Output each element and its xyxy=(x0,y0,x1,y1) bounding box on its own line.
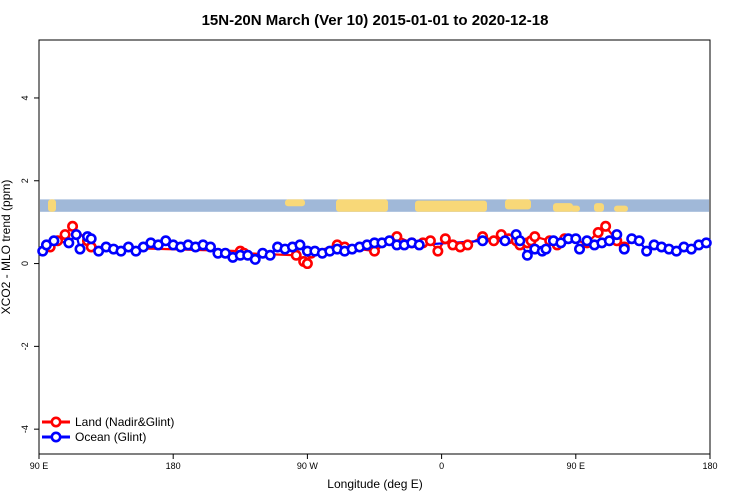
data-point xyxy=(514,235,526,247)
data-point xyxy=(641,245,653,257)
data-point xyxy=(264,249,276,261)
plot-frame xyxy=(38,39,711,455)
data-point xyxy=(59,229,71,241)
data-point xyxy=(294,239,306,251)
data-point xyxy=(413,239,425,251)
x-tick-label-2: 90 W xyxy=(297,461,319,471)
legend-land-marker xyxy=(50,416,62,428)
data-point xyxy=(301,258,313,270)
data-point xyxy=(574,243,586,255)
legend-item-land: Land (Nadir&Glint) xyxy=(42,415,174,429)
x-tick-label-5: 180 xyxy=(702,461,717,471)
data-point xyxy=(633,235,645,247)
land-patch-3 xyxy=(415,200,487,212)
x-tick-label-1: 180 xyxy=(166,461,181,471)
data-point xyxy=(600,220,612,232)
y-tick-label-3: 2 xyxy=(20,178,30,183)
data-point xyxy=(592,227,604,239)
data-point xyxy=(204,241,216,253)
data-point xyxy=(85,233,97,245)
y-tick-label-4: 4 xyxy=(20,95,30,100)
data-point xyxy=(249,253,261,265)
x-axis-ticks: 90 E 180 90 W 0 90 E 180 xyxy=(30,454,718,471)
land-ocean-band xyxy=(40,199,709,212)
data-point xyxy=(477,235,489,247)
data-point xyxy=(529,231,541,243)
data-point xyxy=(74,243,86,255)
land-patch-6 xyxy=(570,205,580,212)
y-axis-label: XCO2 - MLO trend (ppm) xyxy=(0,180,13,315)
legend-item-ocean: Ocean (Glint) xyxy=(42,430,146,444)
land-patch-7 xyxy=(594,203,604,212)
land-patch-2 xyxy=(336,199,388,212)
data-point xyxy=(63,237,75,249)
data-point xyxy=(540,243,552,255)
y-tick-label-0: -4 xyxy=(20,425,30,433)
x-axis-label: Longitude (deg E) xyxy=(327,477,422,491)
x-tick-label-0: 90 E xyxy=(30,461,49,471)
data-point xyxy=(48,235,60,247)
legend-ocean-label: Ocean (Glint) xyxy=(75,430,146,444)
land-patch-5 xyxy=(553,203,573,212)
land-patch-1 xyxy=(285,199,305,207)
data-point xyxy=(67,220,79,232)
data-point xyxy=(521,249,533,261)
legend-ocean-marker xyxy=(50,431,62,443)
x-tick-label-3: 0 xyxy=(439,461,444,471)
data-point xyxy=(488,235,500,247)
land-patch-4 xyxy=(505,199,531,210)
chart-title: 15N-20N March (Ver 10) 2015-01-01 to 202… xyxy=(202,12,549,29)
data-point xyxy=(424,235,436,247)
data-point xyxy=(432,245,444,257)
land-patch-0 xyxy=(48,199,56,212)
data-point xyxy=(499,235,511,247)
x-tick-label-4: 90 E xyxy=(567,461,586,471)
data-point xyxy=(700,237,712,249)
data-point xyxy=(290,249,302,261)
data-point xyxy=(603,235,615,247)
legend: Land (Nadir&Glint) Ocean (Glint) xyxy=(42,415,174,444)
legend-land-label: Land (Nadir&Glint) xyxy=(75,415,174,429)
data-point xyxy=(70,229,82,241)
plot-area xyxy=(38,39,711,455)
data-point xyxy=(439,233,451,245)
data-point xyxy=(611,229,623,241)
y-tick-label-2: 0 xyxy=(20,261,30,266)
series-points xyxy=(37,220,712,270)
land-patch-8 xyxy=(614,205,628,212)
data-point xyxy=(618,243,630,255)
y-tick-label-1: -2 xyxy=(20,342,30,350)
y-axis-ticks: -4 -2 0 2 4 xyxy=(20,95,39,433)
data-point xyxy=(462,239,474,251)
data-point xyxy=(570,233,582,245)
